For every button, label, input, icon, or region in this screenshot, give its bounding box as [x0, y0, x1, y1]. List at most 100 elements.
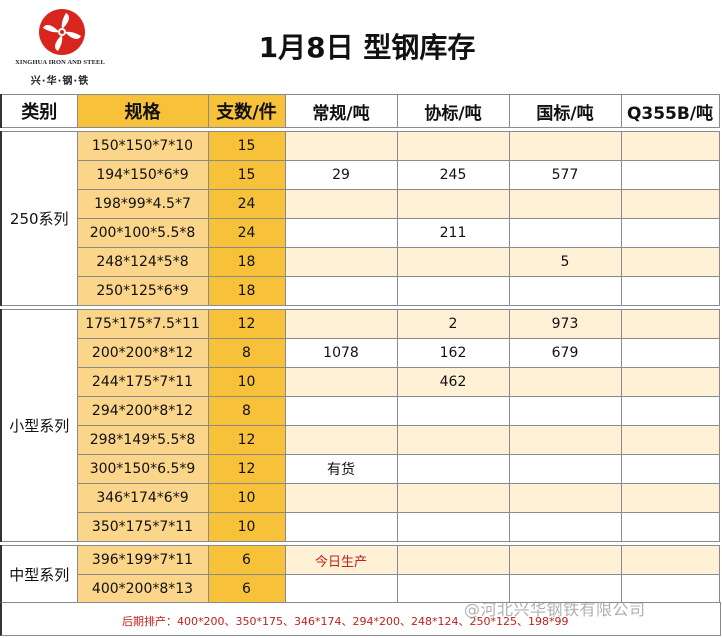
table-row: 200*100*5.5*8 24 211 [1, 218, 720, 248]
assoc-cell: 2 [396, 309, 510, 339]
column-header-category: 类别 [0, 94, 78, 128]
qty-cell: 24 [207, 218, 286, 248]
q355b-cell [620, 512, 720, 542]
spec-cell: 350*175*7*11 [76, 512, 209, 542]
q355b-cell [620, 338, 720, 368]
spec-cell: 194*150*6*9 [76, 160, 209, 190]
table-row: 350*175*7*11 10 [1, 512, 720, 542]
qty-cell: 10 [207, 367, 286, 397]
regular-cell [284, 247, 398, 277]
regular-cell [284, 574, 398, 604]
column-header-q355b: Q355B/吨 [620, 94, 720, 128]
spec-cell: 200*200*8*12 [76, 338, 209, 368]
production-schedule-footer: 后期排产：400*200、350*175、346*174、294*200、248… [0, 602, 721, 636]
qty-cell: 12 [207, 309, 286, 339]
qty-cell: 6 [207, 574, 286, 604]
inventory-table-wrapper: 类别 规格 支数/件 常规/吨 协标/吨 国标/吨 Q355B/吨 250系列 … [0, 94, 720, 604]
company-logo: XINGHUA IRON AND STEEL 兴·华·钢·铁 [4, 6, 116, 88]
q355b-cell [620, 367, 720, 397]
national-cell [508, 189, 622, 219]
regular-cell [284, 367, 398, 397]
table-header-row: 类别 规格 支数/件 常规/吨 协标/吨 国标/吨 Q355B/吨 [0, 94, 720, 128]
spec-cell: 198*99*4.5*7 [76, 189, 209, 219]
column-header-regular: 常规/吨 [284, 94, 398, 128]
spec-cell: 294*200*8*12 [76, 396, 209, 426]
spec-cell: 250*125*6*9 [76, 276, 209, 306]
spec-cell: 400*200*8*13 [76, 574, 209, 604]
q355b-cell [620, 574, 720, 604]
national-cell: 5 [508, 247, 622, 277]
category-cell: 小型系列 [0, 309, 78, 542]
assoc-cell: 462 [396, 367, 510, 397]
qty-cell: 10 [207, 512, 286, 542]
table-row: 194*150*6*9 15 29 245 577 [1, 160, 720, 190]
assoc-cell [396, 247, 510, 277]
column-header-national: 国标/吨 [508, 94, 622, 128]
table-row: 小型系列 175*175*7.5*11 12 2 973 [0, 309, 720, 542]
qty-cell: 10 [207, 483, 286, 513]
national-cell [508, 276, 622, 306]
national-cell [508, 425, 622, 455]
q355b-cell [620, 160, 720, 190]
spec-cell: 396*199*7*11 [76, 545, 209, 575]
assoc-cell: 245 [396, 160, 510, 190]
spec-cell: 300*150*6.5*9 [76, 454, 209, 484]
company-name-chinese: 兴·华·钢·铁 [30, 76, 90, 87]
qty-cell: 18 [207, 247, 286, 277]
table-row: 250系列 150*150*7*10 15 [0, 131, 720, 306]
table-row: 400*200*8*13 6 [1, 574, 720, 604]
assoc-cell: 211 [396, 218, 510, 248]
q355b-cell [620, 483, 720, 513]
q355b-cell [620, 425, 720, 455]
q355b-cell [620, 454, 720, 484]
regular-cell: 有货 [284, 454, 398, 484]
assoc-cell [396, 396, 510, 426]
qty-cell: 24 [207, 189, 286, 219]
regular-cell [284, 131, 398, 161]
regular-cell [284, 425, 398, 455]
table-row: 250*125*6*9 18 [1, 276, 720, 306]
regular-cell [284, 512, 398, 542]
assoc-cell [396, 425, 510, 455]
q355b-cell [620, 218, 720, 248]
table-row: 300*150*6.5*9 12 有货 [1, 454, 720, 484]
q355b-cell [620, 276, 720, 306]
column-header-assoc: 协标/吨 [396, 94, 510, 128]
spec-cell: 244*175*7*11 [76, 367, 209, 397]
national-cell: 973 [508, 309, 622, 339]
company-name-english: XINGHUA IRON AND STEEL [15, 59, 105, 66]
assoc-cell [396, 189, 510, 219]
national-cell [508, 454, 622, 484]
spec-cell: 150*150*7*10 [76, 131, 209, 161]
qty-cell: 8 [207, 338, 286, 368]
spec-cell: 175*175*7.5*11 [76, 309, 209, 339]
regular-cell: 1078 [284, 338, 398, 368]
regular-cell [284, 218, 398, 248]
national-cell [508, 483, 622, 513]
table-row: 248*124*5*8 18 5 [1, 247, 720, 277]
spec-cell: 248*124*5*8 [76, 247, 209, 277]
page-title: 1月8日 型钢库存 [258, 31, 476, 64]
assoc-cell [396, 545, 510, 575]
national-cell [508, 218, 622, 248]
qty-cell: 15 [207, 160, 286, 190]
table-row: 200*200*8*12 8 1078 162 679 [1, 338, 720, 368]
regular-cell [284, 276, 398, 306]
national-cell [508, 574, 622, 604]
q355b-cell [620, 189, 720, 219]
qty-cell: 18 [207, 276, 286, 306]
qty-cell: 6 [207, 545, 286, 575]
production-schedule-text: 后期排产：400*200、350*175、346*174、294*200、248… [122, 615, 569, 628]
spec-cell: 346*174*6*9 [76, 483, 209, 513]
assoc-cell [396, 131, 510, 161]
column-header-spec: 规格 [76, 94, 209, 128]
company-logo-icon [39, 9, 85, 55]
qty-cell: 12 [207, 425, 286, 455]
table-row: 298*149*5.5*8 12 [1, 425, 720, 455]
assoc-cell [396, 454, 510, 484]
category-cell: 中型系列 [0, 545, 78, 604]
qty-cell: 15 [207, 131, 286, 161]
regular-cell [284, 309, 398, 339]
spec-cell: 200*100*5.5*8 [76, 218, 209, 248]
